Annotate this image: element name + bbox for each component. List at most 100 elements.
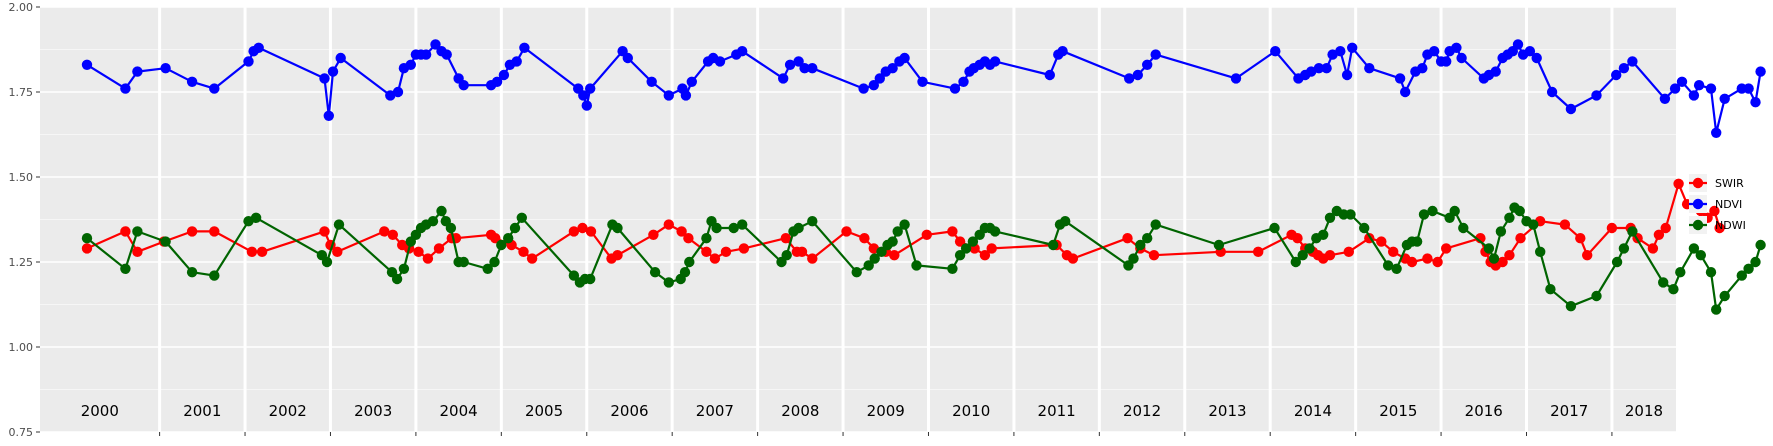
data-point bbox=[1429, 46, 1440, 57]
legend-label: NDVI bbox=[1715, 198, 1742, 211]
data-point bbox=[1060, 216, 1071, 227]
data-point bbox=[160, 62, 171, 74]
y-tick-label: 1.50 bbox=[9, 171, 34, 184]
year-label: 2014 bbox=[1294, 402, 1332, 420]
data-point bbox=[1359, 222, 1370, 234]
year-label: 2016 bbox=[1465, 402, 1503, 420]
data-point bbox=[622, 52, 633, 64]
data-point bbox=[81, 59, 93, 70]
data-point bbox=[612, 250, 623, 261]
data-point bbox=[186, 76, 198, 88]
data-point bbox=[679, 267, 691, 278]
legend: SWIR NDVI NDWI bbox=[1689, 174, 1746, 234]
data-point bbox=[887, 62, 898, 74]
data-point bbox=[1545, 284, 1556, 295]
data-point bbox=[851, 267, 862, 278]
data-point bbox=[1347, 42, 1358, 53]
data-point bbox=[793, 222, 804, 234]
year-label: 2002 bbox=[269, 402, 307, 420]
data-point bbox=[1391, 263, 1402, 274]
data-point bbox=[209, 226, 220, 237]
data-point bbox=[841, 226, 852, 237]
year-label: 2007 bbox=[696, 402, 734, 420]
y-tick-label: 1.25 bbox=[9, 256, 34, 269]
year-label: 2008 bbox=[781, 402, 819, 420]
data-point bbox=[490, 233, 501, 244]
data-point bbox=[1660, 222, 1671, 234]
data-point bbox=[1668, 284, 1679, 295]
data-point bbox=[1675, 267, 1686, 278]
data-point bbox=[1719, 93, 1730, 105]
data-point bbox=[427, 216, 439, 227]
data-point bbox=[503, 233, 514, 244]
data-point bbox=[1044, 69, 1056, 81]
data-point bbox=[863, 260, 874, 271]
data-point bbox=[1528, 219, 1539, 230]
data-point bbox=[663, 90, 674, 101]
data-point bbox=[519, 42, 530, 53]
year-label: 2015 bbox=[1379, 402, 1417, 420]
data-point bbox=[585, 273, 596, 285]
data-point bbox=[1714, 222, 1725, 234]
data-point bbox=[780, 233, 791, 244]
year-label: 2017 bbox=[1550, 402, 1588, 420]
data-point bbox=[1591, 290, 1602, 302]
data-point bbox=[807, 253, 818, 264]
data-point bbox=[1559, 219, 1571, 230]
data-point bbox=[578, 90, 589, 101]
data-point bbox=[458, 256, 469, 268]
data-point bbox=[1456, 52, 1467, 64]
data-point bbox=[899, 219, 910, 230]
data-point bbox=[1441, 243, 1452, 254]
data-point bbox=[1441, 56, 1452, 67]
data-point bbox=[1750, 97, 1761, 108]
data-point bbox=[1142, 233, 1153, 244]
data-point bbox=[1150, 219, 1161, 230]
data-point bbox=[1458, 222, 1469, 234]
data-point bbox=[1736, 270, 1748, 281]
data-point bbox=[1304, 243, 1315, 254]
data-point bbox=[433, 243, 445, 254]
data-point bbox=[1432, 256, 1443, 268]
data-point bbox=[1364, 62, 1375, 74]
data-point bbox=[441, 49, 452, 60]
data-point bbox=[256, 246, 268, 257]
data-point bbox=[958, 76, 969, 88]
data-point bbox=[1048, 239, 1059, 251]
data-point bbox=[892, 226, 903, 237]
data-point bbox=[1705, 267, 1717, 278]
data-point bbox=[728, 222, 739, 234]
data-point bbox=[799, 62, 810, 74]
data-point bbox=[1669, 83, 1681, 94]
data-point bbox=[1335, 46, 1346, 57]
data-point bbox=[445, 222, 457, 234]
data-point bbox=[498, 69, 510, 81]
data-point bbox=[1313, 62, 1325, 74]
data-point bbox=[986, 243, 997, 254]
data-point bbox=[526, 253, 538, 264]
data-point bbox=[720, 246, 732, 257]
data-point bbox=[327, 66, 339, 77]
data-point bbox=[1418, 209, 1430, 220]
data-point bbox=[1575, 233, 1586, 244]
data-point bbox=[186, 226, 198, 237]
year-label: 2004 bbox=[440, 402, 478, 420]
data-point bbox=[1627, 56, 1638, 67]
data-point bbox=[160, 236, 171, 247]
data-point bbox=[132, 226, 143, 237]
data-point bbox=[209, 270, 220, 281]
data-point bbox=[1142, 59, 1153, 70]
data-point bbox=[954, 250, 966, 261]
data-point bbox=[954, 236, 966, 247]
data-point bbox=[209, 83, 220, 94]
data-point bbox=[737, 46, 748, 57]
data-point bbox=[663, 219, 674, 230]
data-point bbox=[778, 73, 789, 84]
data-point bbox=[1693, 80, 1705, 91]
data-point bbox=[1611, 256, 1623, 268]
data-point bbox=[120, 226, 131, 237]
data-point bbox=[516, 212, 527, 223]
data-point bbox=[420, 49, 432, 60]
data-point bbox=[1382, 260, 1394, 271]
data-point bbox=[949, 83, 961, 94]
